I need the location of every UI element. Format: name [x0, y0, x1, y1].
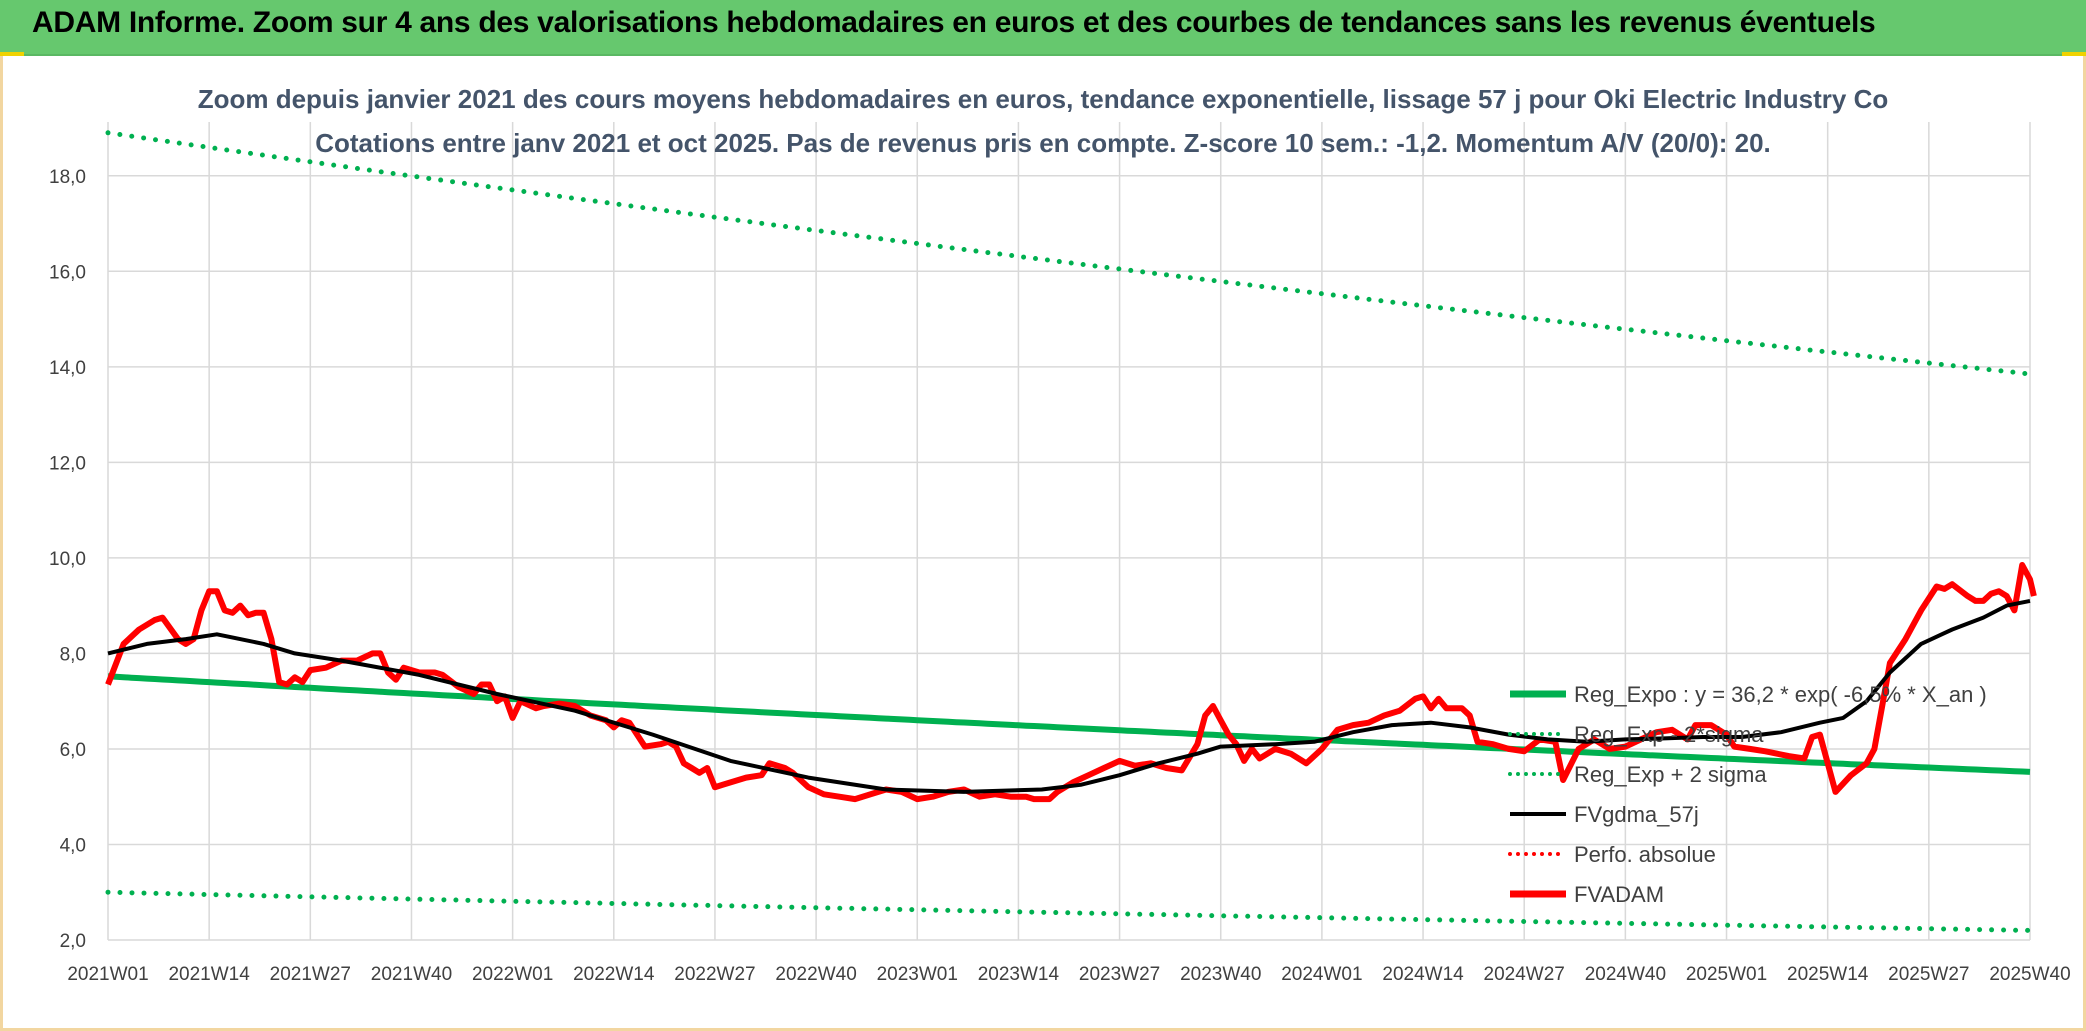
banner-accent-left	[0, 52, 24, 56]
y-tick-label: 14,0	[49, 358, 86, 379]
x-tick-label: 2025W27	[1888, 964, 1969, 985]
x-tick-label: 2023W01	[877, 964, 958, 985]
banner-accent-right	[2062, 52, 2086, 56]
reg-exp-minus-2sigma-line	[105, 889, 2033, 933]
legend-label: Perfo. absolue	[1574, 842, 1716, 867]
fvadam-line	[105, 562, 2037, 803]
legend-label: FVgdma_57j	[1574, 802, 1699, 827]
x-tick-label: 2023W14	[978, 964, 1060, 985]
x-tick-label: 2024W27	[1484, 964, 1565, 985]
legend: Reg_Expo : y = 36,2 * exp( -6,5% * X_an …	[1508, 682, 1987, 907]
report-banner: ADAM Informe. Zoom sur 4 ans des valoris…	[0, 0, 2086, 56]
x-tick-label: 2025W40	[1989, 964, 2070, 985]
x-tick-label: 2022W14	[573, 964, 655, 985]
gridlines	[107, 122, 2031, 941]
legend-label: FVADAM	[1574, 882, 1664, 907]
x-tick-label: 2021W14	[168, 964, 250, 985]
y-tick-label: 16,0	[49, 262, 86, 283]
x-tick-label: 2022W27	[674, 964, 755, 985]
reg-expo-line	[107, 673, 2031, 775]
legend-label: Reg_Exp - 2*sigma	[1574, 722, 1764, 747]
fvgdma-57j-line	[107, 598, 2031, 794]
x-tick-label: 2021W40	[371, 964, 452, 985]
y-tick-label: 6,0	[60, 740, 86, 761]
x-tick-label: 2023W40	[1180, 964, 1261, 985]
legend-label: Reg_Expo : y = 36,2 * exp( -6,5% * X_an …	[1574, 682, 1987, 707]
x-tick-label: 2024W01	[1281, 964, 1362, 985]
series-layer	[105, 130, 2037, 933]
x-axis-ticks: 2021W01 2021W14 2021W27 2021W40 2022W01 2022W…	[67, 964, 2070, 985]
reg-exp-plus-2sigma-line	[105, 130, 2033, 377]
x-tick-label: 2021W27	[270, 964, 351, 985]
y-tick-label: 12,0	[49, 453, 86, 474]
chart-subtitle: Cotations entre janv 2021 et oct 2025. P…	[315, 128, 1771, 158]
y-axis-ticks: 2,0 4,0 6,0 8,0 10,0 12,0 14,0 16,0 18,0	[49, 167, 86, 952]
x-tick-label: 2023W27	[1079, 964, 1160, 985]
y-tick-label: 2,0	[60, 931, 86, 952]
y-tick-label: 10,0	[49, 549, 86, 570]
y-tick-label: 8,0	[60, 644, 86, 665]
x-tick-label: 2024W14	[1382, 964, 1464, 985]
x-tick-label: 2025W01	[1686, 964, 1767, 985]
legend-label: Reg_Exp + 2 sigma	[1574, 762, 1767, 787]
y-tick-label: 18,0	[49, 167, 86, 188]
x-tick-label: 2022W40	[775, 964, 856, 985]
x-tick-label: 2025W14	[1787, 964, 1869, 985]
chart-title: Zoom depuis janvier 2021 des cours moyen…	[198, 84, 1889, 114]
x-tick-label: 2022W01	[472, 964, 553, 985]
banner-title: ADAM Informe. Zoom sur 4 ans des valoris…	[32, 6, 1876, 39]
x-tick-label: 2024W40	[1585, 964, 1666, 985]
x-tick-label: 2021W01	[67, 964, 148, 985]
y-tick-label: 4,0	[60, 835, 86, 856]
